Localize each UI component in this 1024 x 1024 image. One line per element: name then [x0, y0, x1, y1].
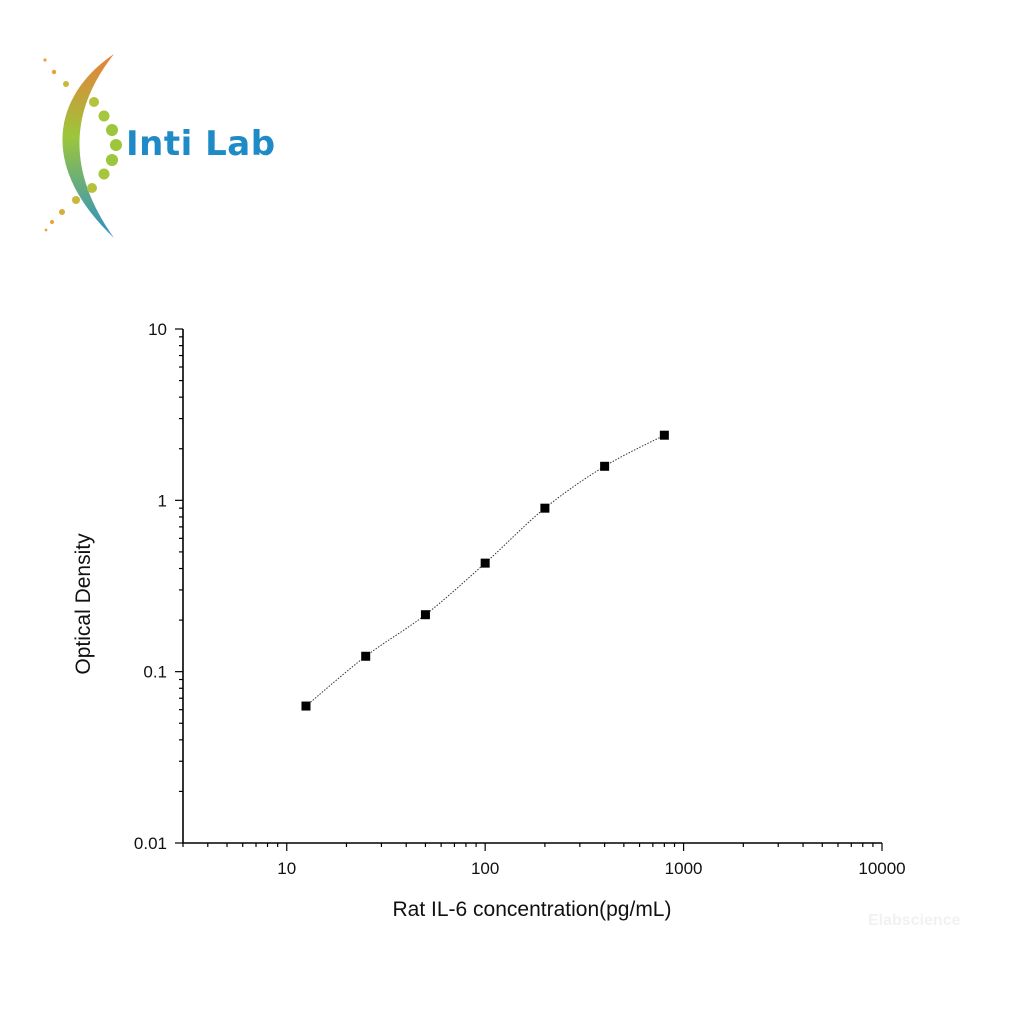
x-tick-label: 1000 [665, 859, 703, 878]
data-point [361, 651, 371, 661]
logo-icon [43, 54, 122, 238]
fit-curve-path [305, 434, 665, 707]
data-point [600, 461, 610, 471]
x-tick-label: 10000 [858, 859, 905, 878]
data-point [659, 430, 669, 440]
y-tick-label: 10 [148, 320, 167, 339]
data-point [540, 503, 550, 513]
x-tick-label: 10 [277, 859, 296, 878]
chart-axes [175, 328, 883, 851]
x-axis-title: Rat IL-6 concentration(pg/mL) [393, 898, 672, 921]
watermark: Elabscience [868, 912, 961, 929]
data-point [420, 610, 430, 620]
fit-curve [305, 434, 665, 707]
data-points [301, 430, 669, 711]
y-axis-title: Optical Density [72, 533, 95, 675]
y-tick-label: 0.01 [134, 834, 167, 853]
x-tick-label: 100 [471, 859, 499, 878]
y-tick-label: 0.1 [143, 663, 167, 682]
data-point [480, 558, 490, 568]
brand-name: Inti Lab [126, 124, 276, 164]
data-point [301, 701, 311, 711]
y-tick-label: 1 [158, 491, 167, 510]
tick-labels: 10 100 1000 10000 0.01 0.1 1 10 [134, 320, 906, 878]
